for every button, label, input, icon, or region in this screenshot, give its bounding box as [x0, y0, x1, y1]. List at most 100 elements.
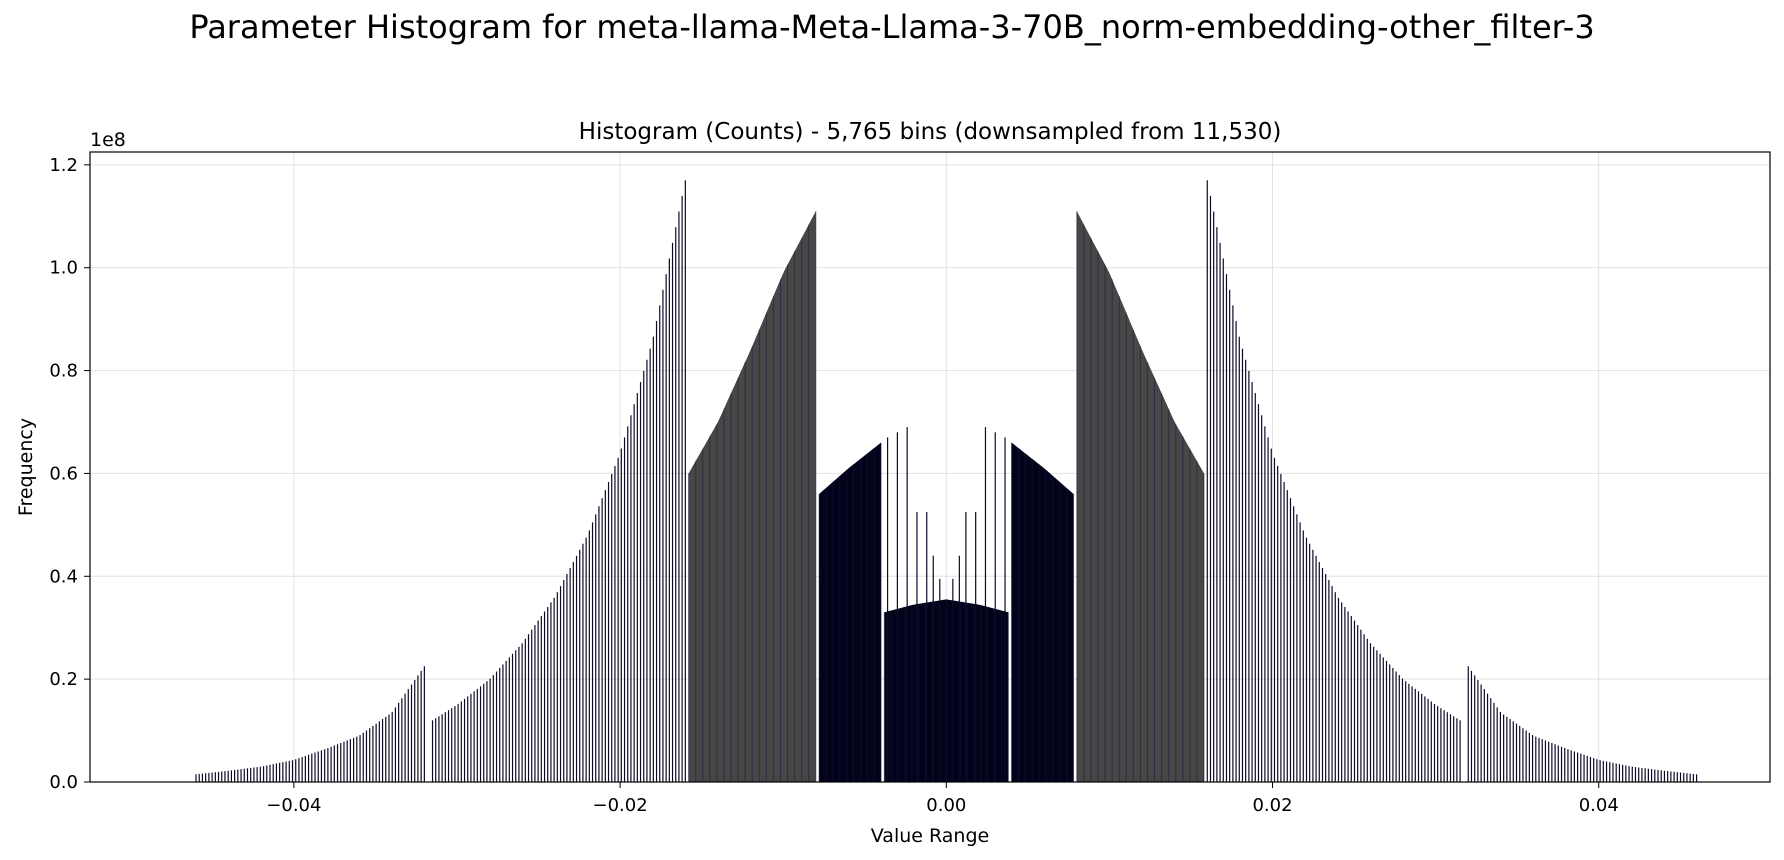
histogram-bar: [454, 706, 456, 782]
histogram-spike: [1004, 437, 1006, 782]
histogram-bar: [636, 393, 638, 782]
y-axis-ticks: 0.0 0.2 0.4 0.6 0.8 1.0 1.2: [49, 155, 90, 793]
histogram-bar: [678, 211, 680, 782]
histogram-bar: [1437, 706, 1439, 782]
histogram-bar: [1580, 753, 1582, 782]
histogram-bar: [1470, 670, 1473, 782]
histogram-bar: [543, 611, 546, 782]
histogram-bar: [585, 537, 587, 782]
histogram-bar: [553, 597, 555, 782]
histogram-bar: [1625, 765, 1627, 782]
histogram-spike: [965, 512, 967, 782]
histogram-bar: [1267, 437, 1269, 782]
histogram-bar: [324, 749, 326, 782]
histogram-bar: [1554, 744, 1556, 782]
histogram-bar: [1631, 766, 1633, 782]
histogram-bar: [614, 465, 616, 782]
histogram-bar: [1382, 657, 1384, 782]
histogram-bar: [362, 732, 364, 782]
histogram-bar: [1433, 703, 1436, 782]
histogram-bar: [201, 773, 204, 782]
histogram-bar: [1389, 664, 1391, 782]
histogram-bar: [1696, 774, 1698, 782]
histogram-bar: [643, 370, 645, 782]
histogram-bar: [547, 606, 549, 782]
histogram-spike: [958, 555, 960, 782]
histogram-bar: [595, 514, 597, 782]
histogram-bar: [511, 653, 514, 782]
histogram-bar: [298, 758, 300, 782]
histogram-bar: [524, 638, 526, 782]
histogram-bar: [262, 766, 265, 782]
histogram-bar: [1328, 580, 1330, 782]
histogram-bar: [559, 586, 562, 782]
histogram-bar: [230, 770, 232, 782]
histogram-bar: [1570, 750, 1572, 782]
histogram-bar: [1456, 718, 1458, 782]
histogram-spike: [975, 512, 977, 782]
histogram-bar: [1232, 305, 1234, 782]
histogram-bar: [1395, 671, 1397, 782]
histogram-bar: [563, 580, 565, 782]
histogram-bar: [301, 757, 303, 782]
histogram-bar-block: [1011, 442, 1074, 782]
histogram-bar: [1493, 702, 1495, 782]
histogram-bar: [1449, 714, 1452, 782]
histogram-bar: [388, 714, 390, 782]
histogram-bar: [1650, 769, 1653, 782]
histogram-bar: [288, 760, 290, 782]
histogram-bar: [1219, 242, 1221, 782]
histogram-bar: [253, 767, 255, 782]
histogram-bar: [1486, 693, 1489, 782]
plot-frame: [89, 151, 1771, 783]
histogram-bar: [623, 437, 626, 782]
histogram-bar: [1341, 602, 1343, 782]
x-tick-label: −0.02: [593, 795, 648, 816]
histogram-bar: [1531, 735, 1534, 782]
histogram-bar: [279, 762, 281, 782]
histogram-bar: [1673, 771, 1675, 782]
histogram-bar: [1350, 616, 1352, 782]
histogram-bar: [1421, 693, 1423, 782]
histogram-spike: [906, 427, 908, 782]
histogram-bar: [346, 740, 348, 782]
histogram-bar: [295, 759, 297, 782]
histogram-bar: [479, 686, 482, 782]
histogram-bar: [1689, 773, 1691, 782]
y-axis-label: Frequency: [15, 418, 37, 516]
histogram-bar: [550, 602, 552, 782]
histogram-bar: [1676, 772, 1678, 782]
y-tick-label: 0.4: [49, 566, 78, 587]
y-offset-label: 1e8: [90, 129, 126, 151]
histogram-bar: [1248, 370, 1250, 782]
histogram-bar: [420, 670, 422, 782]
histogram-bar: [1605, 761, 1608, 782]
histogram-bar: [1229, 289, 1231, 782]
histogram-bar: [515, 650, 517, 782]
histogram-bar: [1641, 767, 1643, 782]
histogram-bar: [256, 767, 258, 782]
y-tick-label: 0.2: [49, 669, 78, 690]
histogram-bar: [1385, 660, 1388, 782]
histogram-bar: [457, 703, 459, 782]
histogram-bar: [1325, 574, 1327, 782]
histogram-bar: [1525, 730, 1527, 782]
histogram-bar: [518, 646, 520, 782]
histogram-bar: [327, 748, 329, 782]
histogram-bar: [1683, 772, 1685, 782]
histogram-bar: [617, 457, 619, 782]
histogram-bar: [1405, 681, 1407, 782]
histogram-bar: [655, 321, 658, 782]
histogram-bar: [1296, 514, 1298, 782]
histogram-bar: [1596, 759, 1598, 782]
histogram-bar: [1424, 696, 1426, 782]
histogram-bar: [588, 530, 590, 782]
histogram-spike: [932, 555, 934, 782]
histogram-bar: [1692, 773, 1694, 782]
histogram-bar: [1245, 359, 1247, 782]
grid-lines: [90, 152, 1770, 783]
x-tick-label: 0.02: [1252, 795, 1292, 816]
histogram-bar: [1544, 740, 1547, 782]
histogram-bar: [1541, 739, 1543, 782]
histogram-bar: [1257, 404, 1260, 782]
